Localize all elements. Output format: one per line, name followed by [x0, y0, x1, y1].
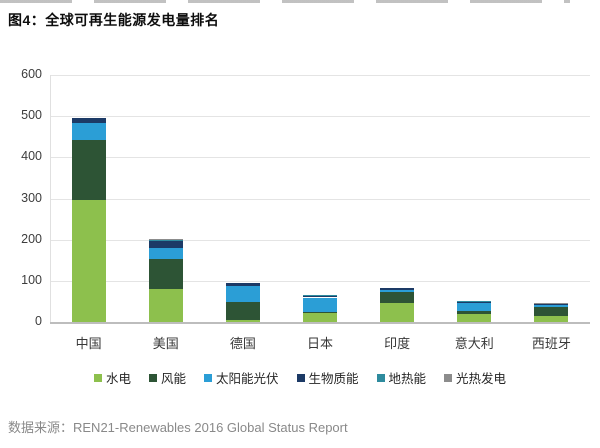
legend-swatch: [296, 373, 305, 382]
bar-segment-生物质能: [303, 295, 337, 298]
legend-label: 风能: [160, 372, 186, 386]
chart-legend: 水电 风能 太阳能光伏 生物质能 地热能 光热发电: [0, 368, 600, 387]
legend-label: 光热发电: [456, 372, 507, 386]
bar-segment-水电: [225, 319, 260, 322]
gridline: [50, 198, 590, 200]
bar-segment-地热能: [148, 239, 183, 242]
bar-segment-太阳能光伏: [303, 297, 337, 312]
y-axis-tick: 0: [35, 314, 42, 328]
gridline: [50, 75, 590, 76]
bar-segment-水电: [148, 289, 183, 322]
bar-segment-风能: [534, 306, 569, 317]
bar-segment-太阳能光伏: [380, 290, 415, 293]
top-crop-artifact: [0, 0, 570, 3]
x-axis-label: 日本: [306, 336, 333, 351]
y-axis-tick: 100: [21, 272, 42, 287]
bar-segment-生物质能: [148, 241, 183, 249]
y-axis-tick: 400: [21, 149, 42, 164]
bar-segment-光热发电: [148, 239, 183, 240]
x-axis-line: [50, 322, 590, 324]
legend-swatch: [376, 373, 385, 382]
legend-item-生物质能: 生物质能: [296, 368, 359, 387]
bar-segment-生物质能: [225, 282, 260, 287]
gridline: [50, 239, 590, 241]
bar-segment-风能: [71, 140, 106, 201]
legend-swatch: [203, 373, 212, 382]
source-note: 数据来源：REN21-Renewables 2016 Global Status…: [8, 420, 348, 435]
y-axis-tick: 200: [21, 231, 42, 246]
bar-segment-风能: [380, 292, 415, 303]
gridline: [50, 157, 590, 159]
bar-segment-水电: [457, 314, 492, 322]
legend-label: 生物质能: [308, 372, 359, 386]
legend-item-光热发电: 光热发电: [444, 368, 506, 387]
gridline: [50, 280, 590, 282]
bar-segment-风能: [148, 258, 183, 290]
x-axis-label: 德国: [229, 336, 256, 351]
bar-segment-生物质能: [380, 288, 415, 291]
x-axis-label: 意大利: [454, 336, 494, 351]
y-axis-tick: 500: [21, 108, 42, 123]
bar-segment-风能: [225, 301, 260, 320]
bar-segment-太阳能光伏: [225, 286, 260, 302]
legend-item-风能: 风能: [148, 368, 186, 387]
bar-segment-生物质能: [71, 118, 106, 123]
legend-label: 水电: [105, 372, 131, 386]
legend-item-太阳能光伏: 太阳能光伏: [203, 368, 279, 387]
bar-segment-太阳能光伏: [148, 248, 183, 259]
bar-segment-生物质能: [457, 301, 492, 303]
legend-item-水电: 水电: [93, 368, 131, 387]
bar-segment-水电: [303, 312, 337, 322]
bar-segment-太阳能光伏: [534, 304, 569, 307]
legend-swatch: [444, 373, 453, 382]
bar-segment-水电: [534, 316, 569, 322]
y-axis-line: [50, 75, 51, 322]
x-axis-label: 美国: [152, 336, 179, 351]
bar-segment-风能: [303, 311, 337, 313]
legend-item-地热能: 地热能: [376, 368, 427, 387]
bar-segment-太阳能光伏: [457, 302, 492, 311]
legend-swatch: [148, 373, 157, 382]
bar-segment-光热发电: [534, 303, 569, 305]
x-axis-label: 西班牙: [531, 336, 571, 351]
legend-label: 地热能: [388, 372, 427, 386]
legend-label: 太阳能光伏: [215, 372, 279, 386]
bar-segment-风能: [457, 310, 492, 315]
bar-segment-太阳能光伏: [71, 122, 106, 141]
figure-title: 图4：全球可再生能源发电量排名: [8, 12, 220, 28]
y-axis-tick: 300: [21, 190, 42, 205]
bar-segment-水电: [380, 302, 415, 322]
gridline: [50, 116, 590, 118]
x-axis-label: 中国: [75, 336, 102, 351]
bar-segment-水电: [71, 200, 106, 322]
legend-swatch: [93, 373, 102, 382]
x-axis-label: 印度: [384, 336, 411, 351]
y-axis-tick: 600: [21, 67, 42, 81]
